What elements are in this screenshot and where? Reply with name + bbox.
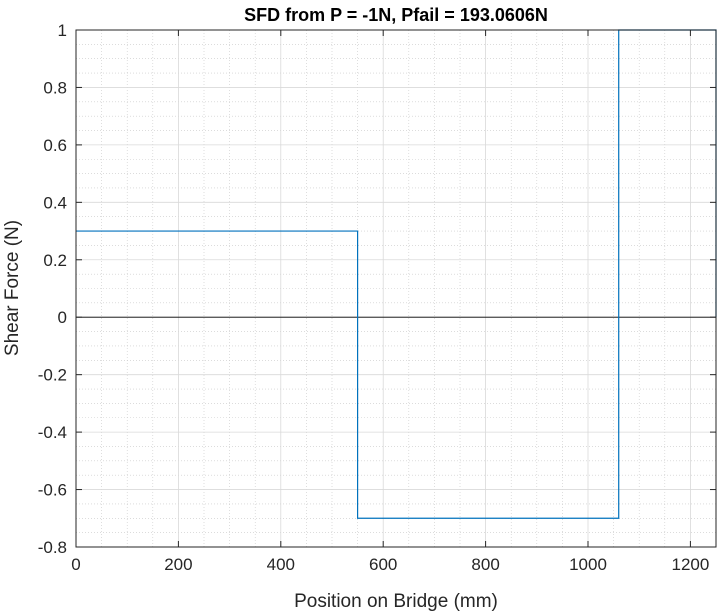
x-tick-label: 200: [164, 555, 192, 574]
x-tick-label: 0: [71, 555, 80, 574]
y-axis-label: Shear Force (N): [2, 220, 23, 356]
x-tick-label: 800: [471, 555, 499, 574]
y-tick-label: -0.8: [38, 538, 67, 557]
y-tick-label: 0: [58, 308, 67, 327]
plot-area: [76, 30, 716, 547]
y-axis-ticks: -0.8 -0.6 -0.4 -0.2 0 0.2 0.4 0.6 0.8 1: [38, 21, 716, 557]
y-tick-label: 0.6: [43, 136, 67, 155]
y-tick-label: 0.4: [43, 193, 67, 212]
x-tick-label: 400: [267, 555, 295, 574]
y-tick-label: 0.8: [43, 78, 67, 97]
x-tick-label: 600: [369, 555, 397, 574]
y-tick-label: 0.2: [43, 251, 67, 270]
minor-grid: [76, 30, 716, 547]
major-grid: [75, 29, 716, 548]
chart-title: SFD from P = -1N, Pfail = 193.0606N: [244, 5, 548, 25]
x-axis-label: Position on Bridge (mm): [294, 591, 498, 612]
x-axis-ticks: 0 200 400 600 800 1000 1200: [71, 30, 709, 574]
x-tick-label: 1000: [569, 555, 607, 574]
y-tick-label: -0.4: [38, 423, 67, 442]
plot-frame: [75, 29, 717, 548]
y-tick-label: -0.2: [38, 366, 67, 385]
y-tick-label: 1: [58, 21, 67, 40]
y-tick-label: -0.6: [38, 481, 67, 500]
x-tick-label: 1200: [671, 555, 709, 574]
